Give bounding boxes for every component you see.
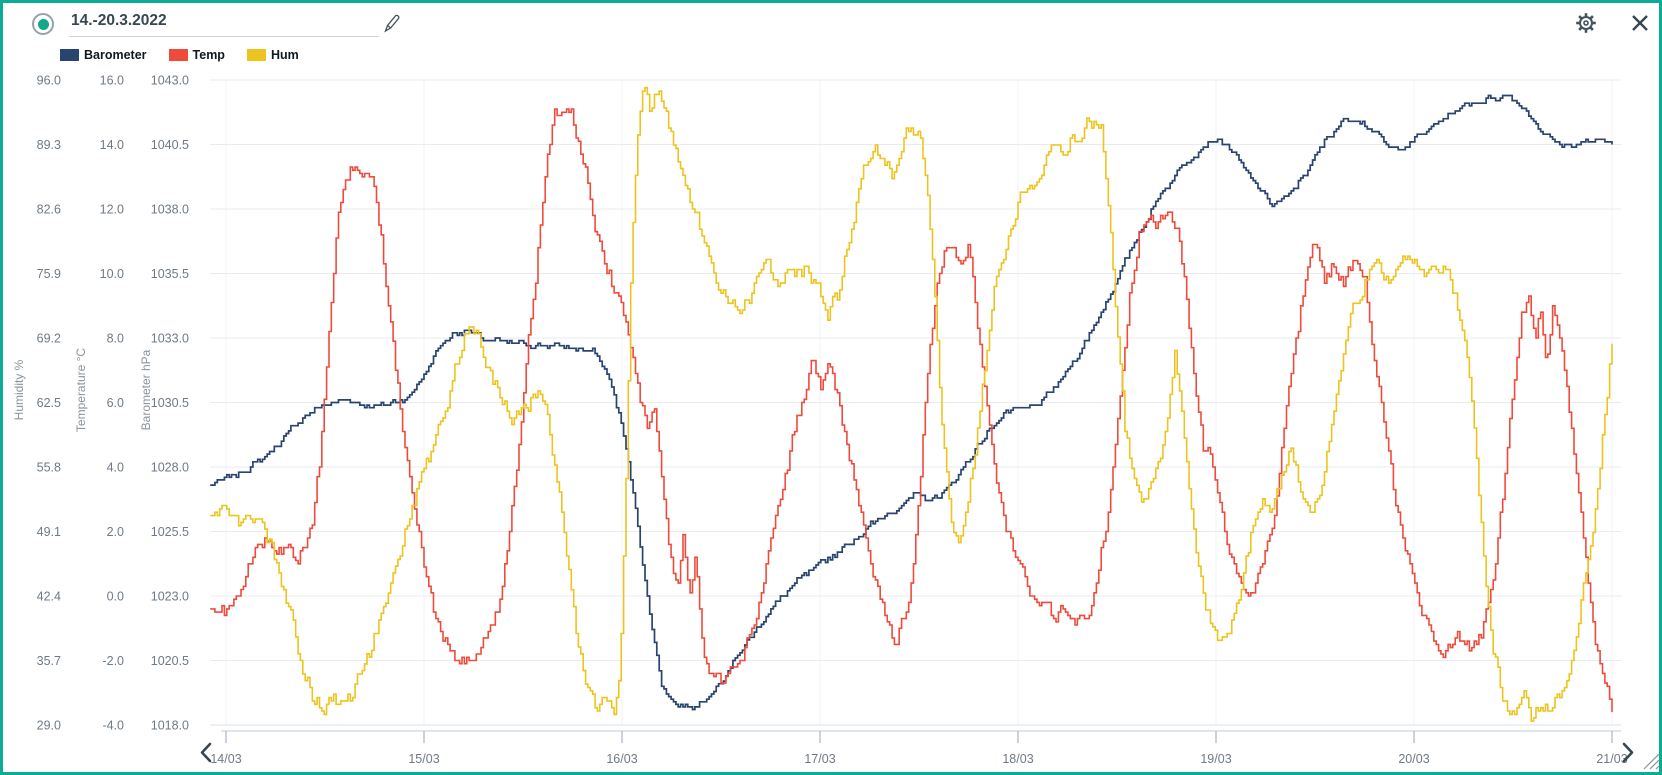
legend-item-hum[interactable]: Hum <box>246 48 299 62</box>
edit-pencil-icon[interactable] <box>382 13 402 33</box>
axis-tick-label: 1028.0 <box>151 461 189 475</box>
axis-tick-label: 1030.5 <box>151 396 189 410</box>
title-input[interactable] <box>69 9 379 37</box>
legend-item-temp[interactable]: Temp <box>168 48 225 62</box>
barometer-axis-ticks: 1043.0 1040.5 1038.0 1035.5 1033.0 1030.5 1028… <box>151 74 189 733</box>
x-axis-label: 21/03 <box>1596 752 1627 766</box>
temperature-axis-title: Temperature °C <box>74 348 88 432</box>
temperature-axis-ticks: 16.0 14.0 12.0 10.0 8.0 6.0 4.0 2.0 0.0 -2.0 -4.0 <box>100 74 124 733</box>
axis-tick-label: 16.0 <box>100 74 124 88</box>
x-axis-label: 14/03 <box>210 752 241 766</box>
barometer-axis-title: Barometer hPa <box>139 349 153 430</box>
series-line-barometer <box>210 94 1613 711</box>
close-icon[interactable] <box>1631 14 1649 32</box>
horizontal-gridlines <box>210 79 1621 726</box>
x-axis-ticks <box>225 731 1613 743</box>
axis-tick-label: 62.5 <box>37 396 61 410</box>
chevron-left-icon[interactable] <box>200 742 212 763</box>
series-line-temp <box>210 108 1613 713</box>
axis-tick-label: -2.0 <box>102 654 124 668</box>
axis-tick-label: 49.1 <box>37 525 61 539</box>
axis-tick-label: 0.0 <box>107 590 124 604</box>
legend: Barometer Temp Hum <box>60 48 321 62</box>
temp-swatch <box>168 49 188 61</box>
record-radio-icon[interactable] <box>32 13 54 35</box>
x-axis-label: 17/03 <box>804 752 835 766</box>
x-axis-label: 16/03 <box>606 752 637 766</box>
legend-item-barometer[interactable]: Barometer <box>60 48 147 62</box>
axis-tick-label: 96.0 <box>37 74 61 88</box>
axis-tick-label: 1025.5 <box>151 525 189 539</box>
x-axis-labels: 14/03 15/03 16/03 17/03 18/03 19/03 20/03 21/03 <box>210 752 1627 766</box>
legend-label: Hum <box>270 48 299 62</box>
axis-tick-label: 1018.0 <box>151 719 189 733</box>
axis-tick-label: 1040.5 <box>151 138 189 152</box>
axis-tick-label: 75.9 <box>37 267 61 281</box>
axis-tick-label: 82.6 <box>37 203 61 217</box>
axis-tick-label: 2.0 <box>107 525 124 539</box>
x-axis-label: 15/03 <box>408 752 439 766</box>
x-axis-label: 20/03 <box>1398 752 1429 766</box>
axis-tick-label: -4.0 <box>102 719 124 733</box>
axis-tick-label: 1035.5 <box>151 267 189 281</box>
axis-tick-label: 35.7 <box>37 654 61 668</box>
legend-label: Barometer <box>84 48 147 62</box>
axis-tick-label: 1033.0 <box>151 332 189 346</box>
hum-swatch <box>246 49 266 61</box>
axis-tick-label: 14.0 <box>100 138 124 152</box>
barometer-swatch <box>60 49 79 61</box>
axis-tick-label: 4.0 <box>107 461 124 475</box>
chart-canvas: 96.0 89.3 82.6 75.9 69.2 62.5 55.8 49.1 42.4 35.7… <box>12 74 1659 770</box>
axis-tick-label: 1043.0 <box>151 74 189 88</box>
x-axis-label: 19/03 <box>1200 752 1231 766</box>
chevron-right-icon[interactable] <box>1622 742 1634 763</box>
axis-tick-label: 6.0 <box>107 396 124 410</box>
series-lines <box>210 86 1613 722</box>
axis-tick-label: 55.8 <box>37 461 61 475</box>
humidity-axis-title: Humidity % <box>12 359 26 420</box>
axis-tick-label: 69.2 <box>37 332 61 346</box>
axis-tick-label: 1038.0 <box>151 203 189 217</box>
axis-tick-label: 29.0 <box>37 719 61 733</box>
humidity-axis-ticks: 96.0 89.3 82.6 75.9 69.2 62.5 55.8 49.1 42.4 35.7… <box>37 74 61 733</box>
axis-tick-label: 10.0 <box>100 267 124 281</box>
settings-gear-icon[interactable] <box>1574 11 1598 35</box>
axis-tick-label: 89.3 <box>37 138 61 152</box>
axis-tick-label: 1023.0 <box>151 590 189 604</box>
axis-tick-label: 12.0 <box>100 203 124 217</box>
axis-tick-label: 42.4 <box>37 590 61 604</box>
legend-label: Temp <box>192 48 225 62</box>
resize-handle-icon[interactable] <box>1643 753 1659 770</box>
x-axis-label: 18/03 <box>1002 752 1033 766</box>
series-line-hum <box>210 86 1613 722</box>
axis-tick-label: 1020.5 <box>151 654 189 668</box>
axis-tick-label: 8.0 <box>107 332 124 346</box>
record-radio-dot <box>37 18 49 30</box>
